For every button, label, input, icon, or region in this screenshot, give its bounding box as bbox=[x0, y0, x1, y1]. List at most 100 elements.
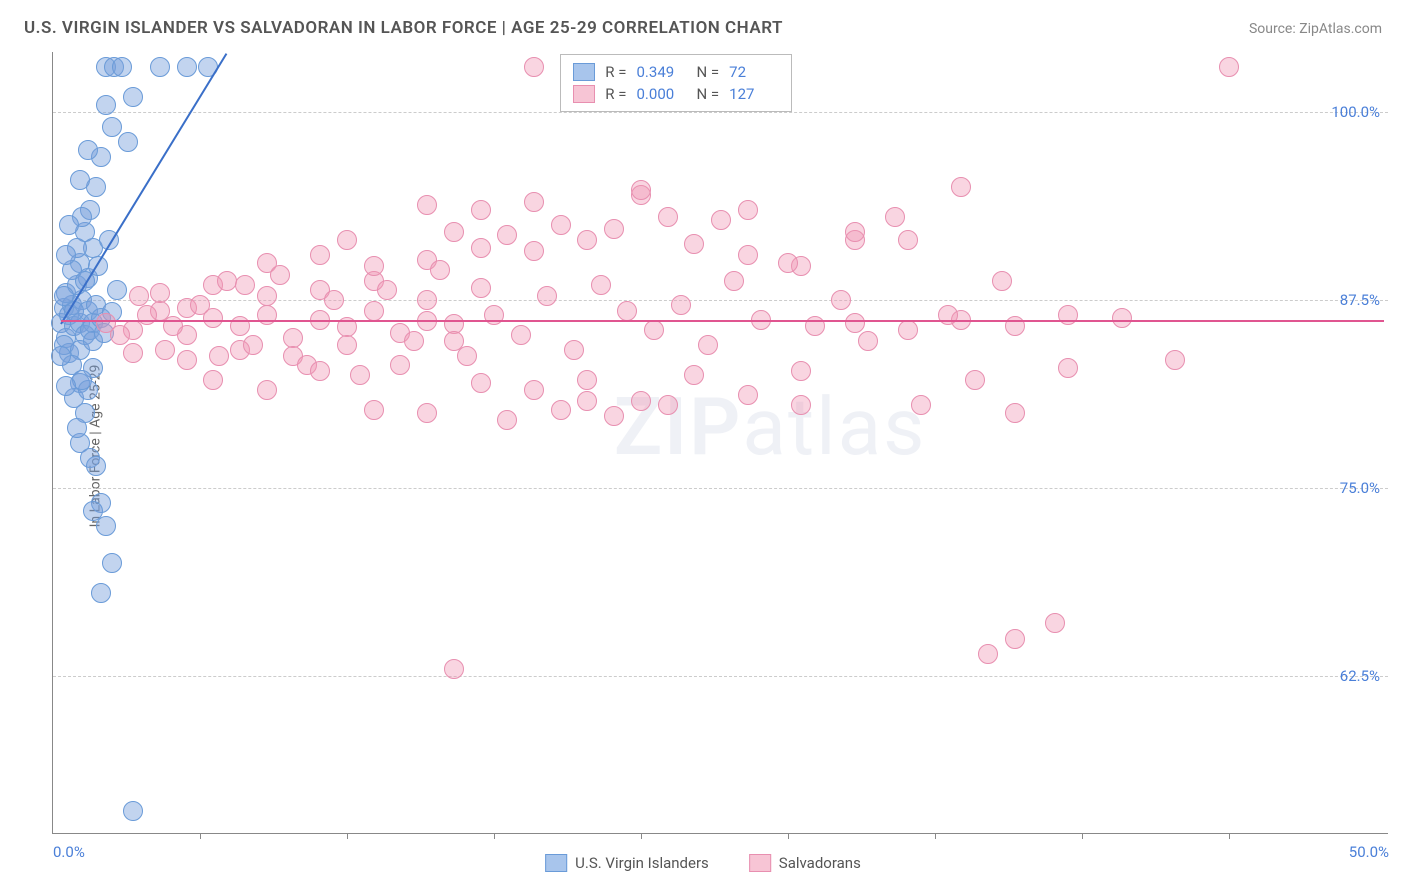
x-tick-label: 50.0% bbox=[1349, 843, 1389, 861]
data-point bbox=[938, 305, 958, 325]
data-point bbox=[845, 222, 865, 242]
data-point bbox=[243, 335, 263, 355]
x-tick-mark bbox=[935, 833, 936, 839]
data-point bbox=[56, 245, 76, 265]
data-point bbox=[658, 207, 678, 227]
x-tick-mark bbox=[1229, 833, 1230, 839]
data-point bbox=[524, 241, 544, 261]
data-point bbox=[644, 320, 664, 340]
n-label: N = bbox=[697, 85, 720, 103]
data-point bbox=[150, 283, 170, 303]
data-point bbox=[524, 192, 544, 212]
data-point bbox=[430, 260, 450, 280]
trend-line bbox=[61, 320, 1384, 322]
scatter-chart: ZIPatlas R =0.349N =72R =0.000N =127 62.… bbox=[52, 52, 1388, 834]
x-tick-label: 0.0% bbox=[53, 843, 85, 861]
data-point bbox=[1219, 57, 1239, 77]
data-point bbox=[257, 305, 277, 325]
data-point bbox=[684, 234, 704, 254]
data-point bbox=[78, 140, 98, 160]
data-point bbox=[123, 801, 143, 821]
data-point bbox=[123, 343, 143, 363]
chart-title: U.S. VIRGIN ISLANDER VS SALVADORAN IN LA… bbox=[24, 18, 783, 38]
data-point bbox=[118, 132, 138, 152]
data-point bbox=[1112, 308, 1132, 328]
data-point bbox=[604, 219, 624, 239]
data-point bbox=[524, 380, 544, 400]
data-point bbox=[577, 370, 597, 390]
data-point bbox=[177, 350, 197, 370]
data-point bbox=[898, 320, 918, 340]
r-value: 0.000 bbox=[637, 85, 687, 103]
data-point bbox=[270, 265, 290, 285]
x-tick-mark bbox=[788, 833, 789, 839]
data-point bbox=[91, 583, 111, 603]
x-tick-mark bbox=[1082, 833, 1083, 839]
data-point bbox=[86, 456, 106, 476]
data-point bbox=[257, 380, 277, 400]
data-point bbox=[404, 331, 424, 351]
legend-label: Salvadorans bbox=[779, 854, 861, 872]
gridline-h bbox=[53, 676, 1388, 677]
data-point bbox=[444, 659, 464, 679]
x-tick-mark bbox=[200, 833, 201, 839]
data-point bbox=[965, 370, 985, 390]
stats-legend: R =0.349N =72R =0.000N =127 bbox=[560, 54, 792, 112]
x-tick-mark bbox=[494, 833, 495, 839]
data-point bbox=[911, 395, 931, 415]
data-point bbox=[497, 225, 517, 245]
data-point bbox=[1005, 403, 1025, 423]
data-point bbox=[190, 295, 210, 315]
data-point bbox=[577, 230, 597, 250]
data-point bbox=[1058, 358, 1078, 378]
data-point bbox=[112, 57, 132, 77]
data-point bbox=[59, 215, 79, 235]
data-point bbox=[283, 328, 303, 348]
data-point bbox=[364, 301, 384, 321]
data-point bbox=[631, 391, 651, 411]
r-value: 0.349 bbox=[637, 63, 687, 81]
data-point bbox=[377, 280, 397, 300]
data-point bbox=[1058, 305, 1078, 325]
data-point bbox=[417, 290, 437, 310]
x-tick-mark bbox=[347, 833, 348, 839]
data-point bbox=[885, 207, 905, 227]
data-point bbox=[364, 256, 384, 276]
x-tick-mark bbox=[641, 833, 642, 839]
data-point bbox=[858, 331, 878, 351]
stats-legend-row: R =0.000N =127 bbox=[573, 83, 779, 105]
data-point bbox=[484, 305, 504, 325]
data-point bbox=[67, 418, 87, 438]
data-point bbox=[524, 57, 544, 77]
data-point bbox=[471, 238, 491, 258]
data-point bbox=[390, 355, 410, 375]
legend-item: Salvadorans bbox=[749, 854, 861, 872]
data-point bbox=[123, 87, 143, 107]
data-point bbox=[604, 406, 624, 426]
data-point bbox=[350, 365, 370, 385]
data-point bbox=[684, 365, 704, 385]
data-point bbox=[738, 385, 758, 405]
y-tick-label: 100.0% bbox=[1331, 103, 1380, 121]
data-point bbox=[209, 346, 229, 366]
legend-label: U.S. Virgin Islanders bbox=[575, 854, 709, 872]
n-label: N = bbox=[697, 63, 720, 81]
gridline-h bbox=[53, 112, 1388, 113]
data-point bbox=[564, 340, 584, 360]
data-point bbox=[497, 410, 517, 430]
legend-swatch bbox=[573, 63, 595, 81]
data-point bbox=[457, 346, 477, 366]
legend-swatch bbox=[545, 854, 567, 872]
data-point bbox=[671, 295, 691, 315]
data-point bbox=[310, 245, 330, 265]
r-label: R = bbox=[605, 85, 626, 103]
data-point bbox=[235, 275, 255, 295]
data-point bbox=[102, 553, 122, 573]
data-point bbox=[203, 370, 223, 390]
data-point bbox=[551, 215, 571, 235]
data-point bbox=[845, 313, 865, 333]
data-point bbox=[1005, 629, 1025, 649]
data-point bbox=[417, 195, 437, 215]
data-point bbox=[337, 335, 357, 355]
data-point bbox=[511, 325, 531, 345]
